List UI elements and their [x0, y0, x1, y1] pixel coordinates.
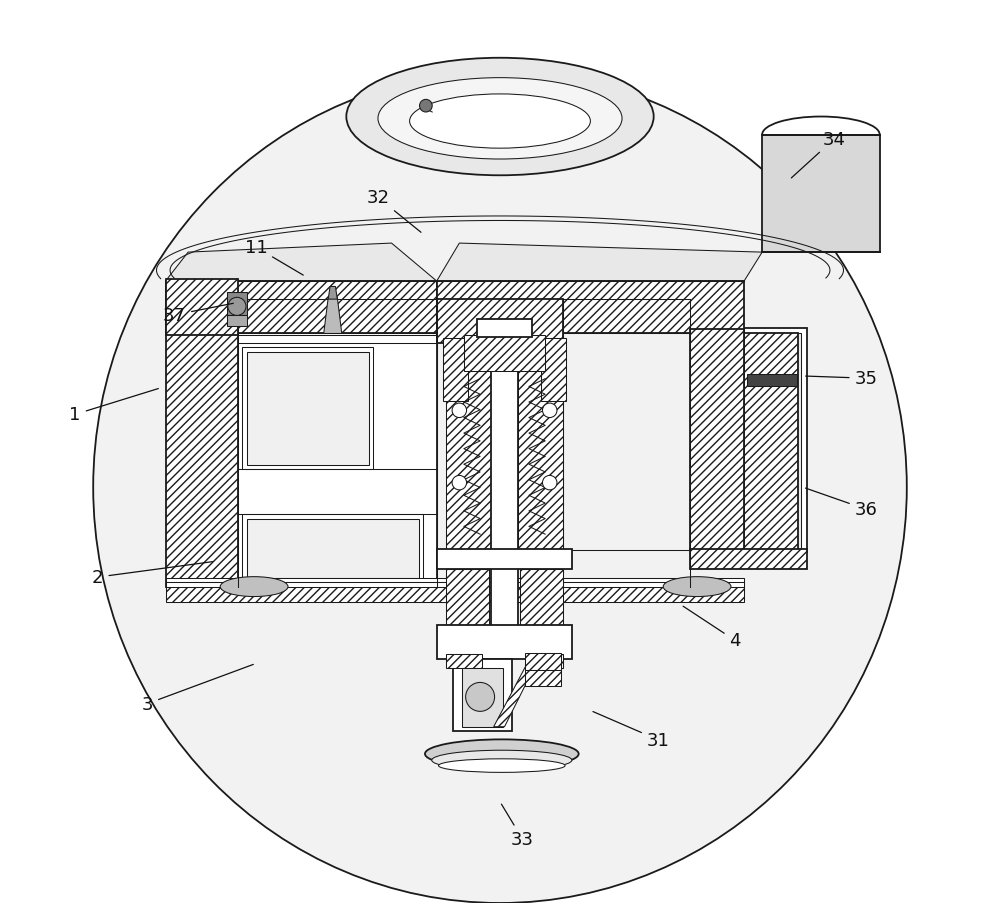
Circle shape — [420, 100, 432, 113]
Bar — [166, 584, 744, 602]
Bar — [762, 135, 880, 253]
Bar — [446, 569, 489, 628]
Bar — [520, 569, 563, 628]
Circle shape — [466, 683, 495, 712]
Bar — [690, 330, 744, 551]
Bar — [247, 519, 419, 578]
Bar — [744, 329, 807, 553]
Bar — [166, 334, 238, 587]
Text: 11: 11 — [245, 239, 303, 275]
Bar — [166, 578, 744, 587]
Circle shape — [542, 476, 557, 490]
Ellipse shape — [346, 59, 654, 176]
Bar — [242, 515, 423, 582]
Text: 3: 3 — [142, 665, 253, 712]
Text: 4: 4 — [683, 607, 741, 649]
Text: 34: 34 — [791, 131, 846, 179]
Circle shape — [452, 476, 467, 490]
Bar — [747, 334, 801, 549]
Polygon shape — [437, 244, 762, 282]
Bar — [747, 375, 797, 386]
Circle shape — [452, 404, 467, 418]
Ellipse shape — [439, 759, 565, 772]
Polygon shape — [166, 244, 437, 282]
Text: 31: 31 — [593, 712, 670, 749]
Bar — [437, 625, 572, 659]
Bar — [462, 668, 503, 727]
Circle shape — [542, 404, 557, 418]
Bar — [166, 280, 238, 336]
Bar — [227, 316, 247, 327]
Circle shape — [228, 298, 246, 316]
Bar — [247, 352, 369, 465]
Bar — [437, 549, 572, 569]
Text: 33: 33 — [501, 805, 534, 848]
Bar — [518, 343, 563, 551]
Bar — [525, 654, 561, 670]
Bar — [166, 282, 437, 334]
Bar — [690, 549, 807, 569]
Text: 32: 32 — [366, 190, 421, 233]
Ellipse shape — [432, 750, 572, 770]
Ellipse shape — [663, 577, 731, 597]
Bar — [477, 320, 532, 338]
Polygon shape — [328, 287, 337, 300]
Ellipse shape — [93, 72, 907, 903]
Bar — [525, 670, 561, 686]
Bar — [443, 339, 468, 402]
Polygon shape — [324, 298, 342, 334]
Text: 1: 1 — [69, 389, 158, 424]
Bar — [527, 655, 563, 668]
Text: 36: 36 — [805, 489, 878, 518]
Bar — [446, 655, 482, 668]
Text: 37: 37 — [163, 304, 233, 324]
Bar — [491, 325, 518, 650]
Ellipse shape — [378, 79, 622, 160]
Bar — [242, 348, 373, 470]
Bar — [541, 339, 566, 402]
Text: 2: 2 — [92, 562, 212, 586]
Bar — [446, 343, 491, 551]
Ellipse shape — [220, 577, 288, 597]
Bar — [437, 282, 744, 334]
Ellipse shape — [410, 95, 590, 149]
Bar — [464, 336, 545, 372]
Text: 35: 35 — [806, 370, 878, 387]
Bar — [437, 300, 563, 343]
Bar — [744, 334, 798, 551]
Bar — [453, 659, 512, 731]
Polygon shape — [494, 664, 536, 727]
Ellipse shape — [425, 740, 579, 768]
Bar — [227, 293, 247, 318]
Bar — [238, 334, 437, 587]
